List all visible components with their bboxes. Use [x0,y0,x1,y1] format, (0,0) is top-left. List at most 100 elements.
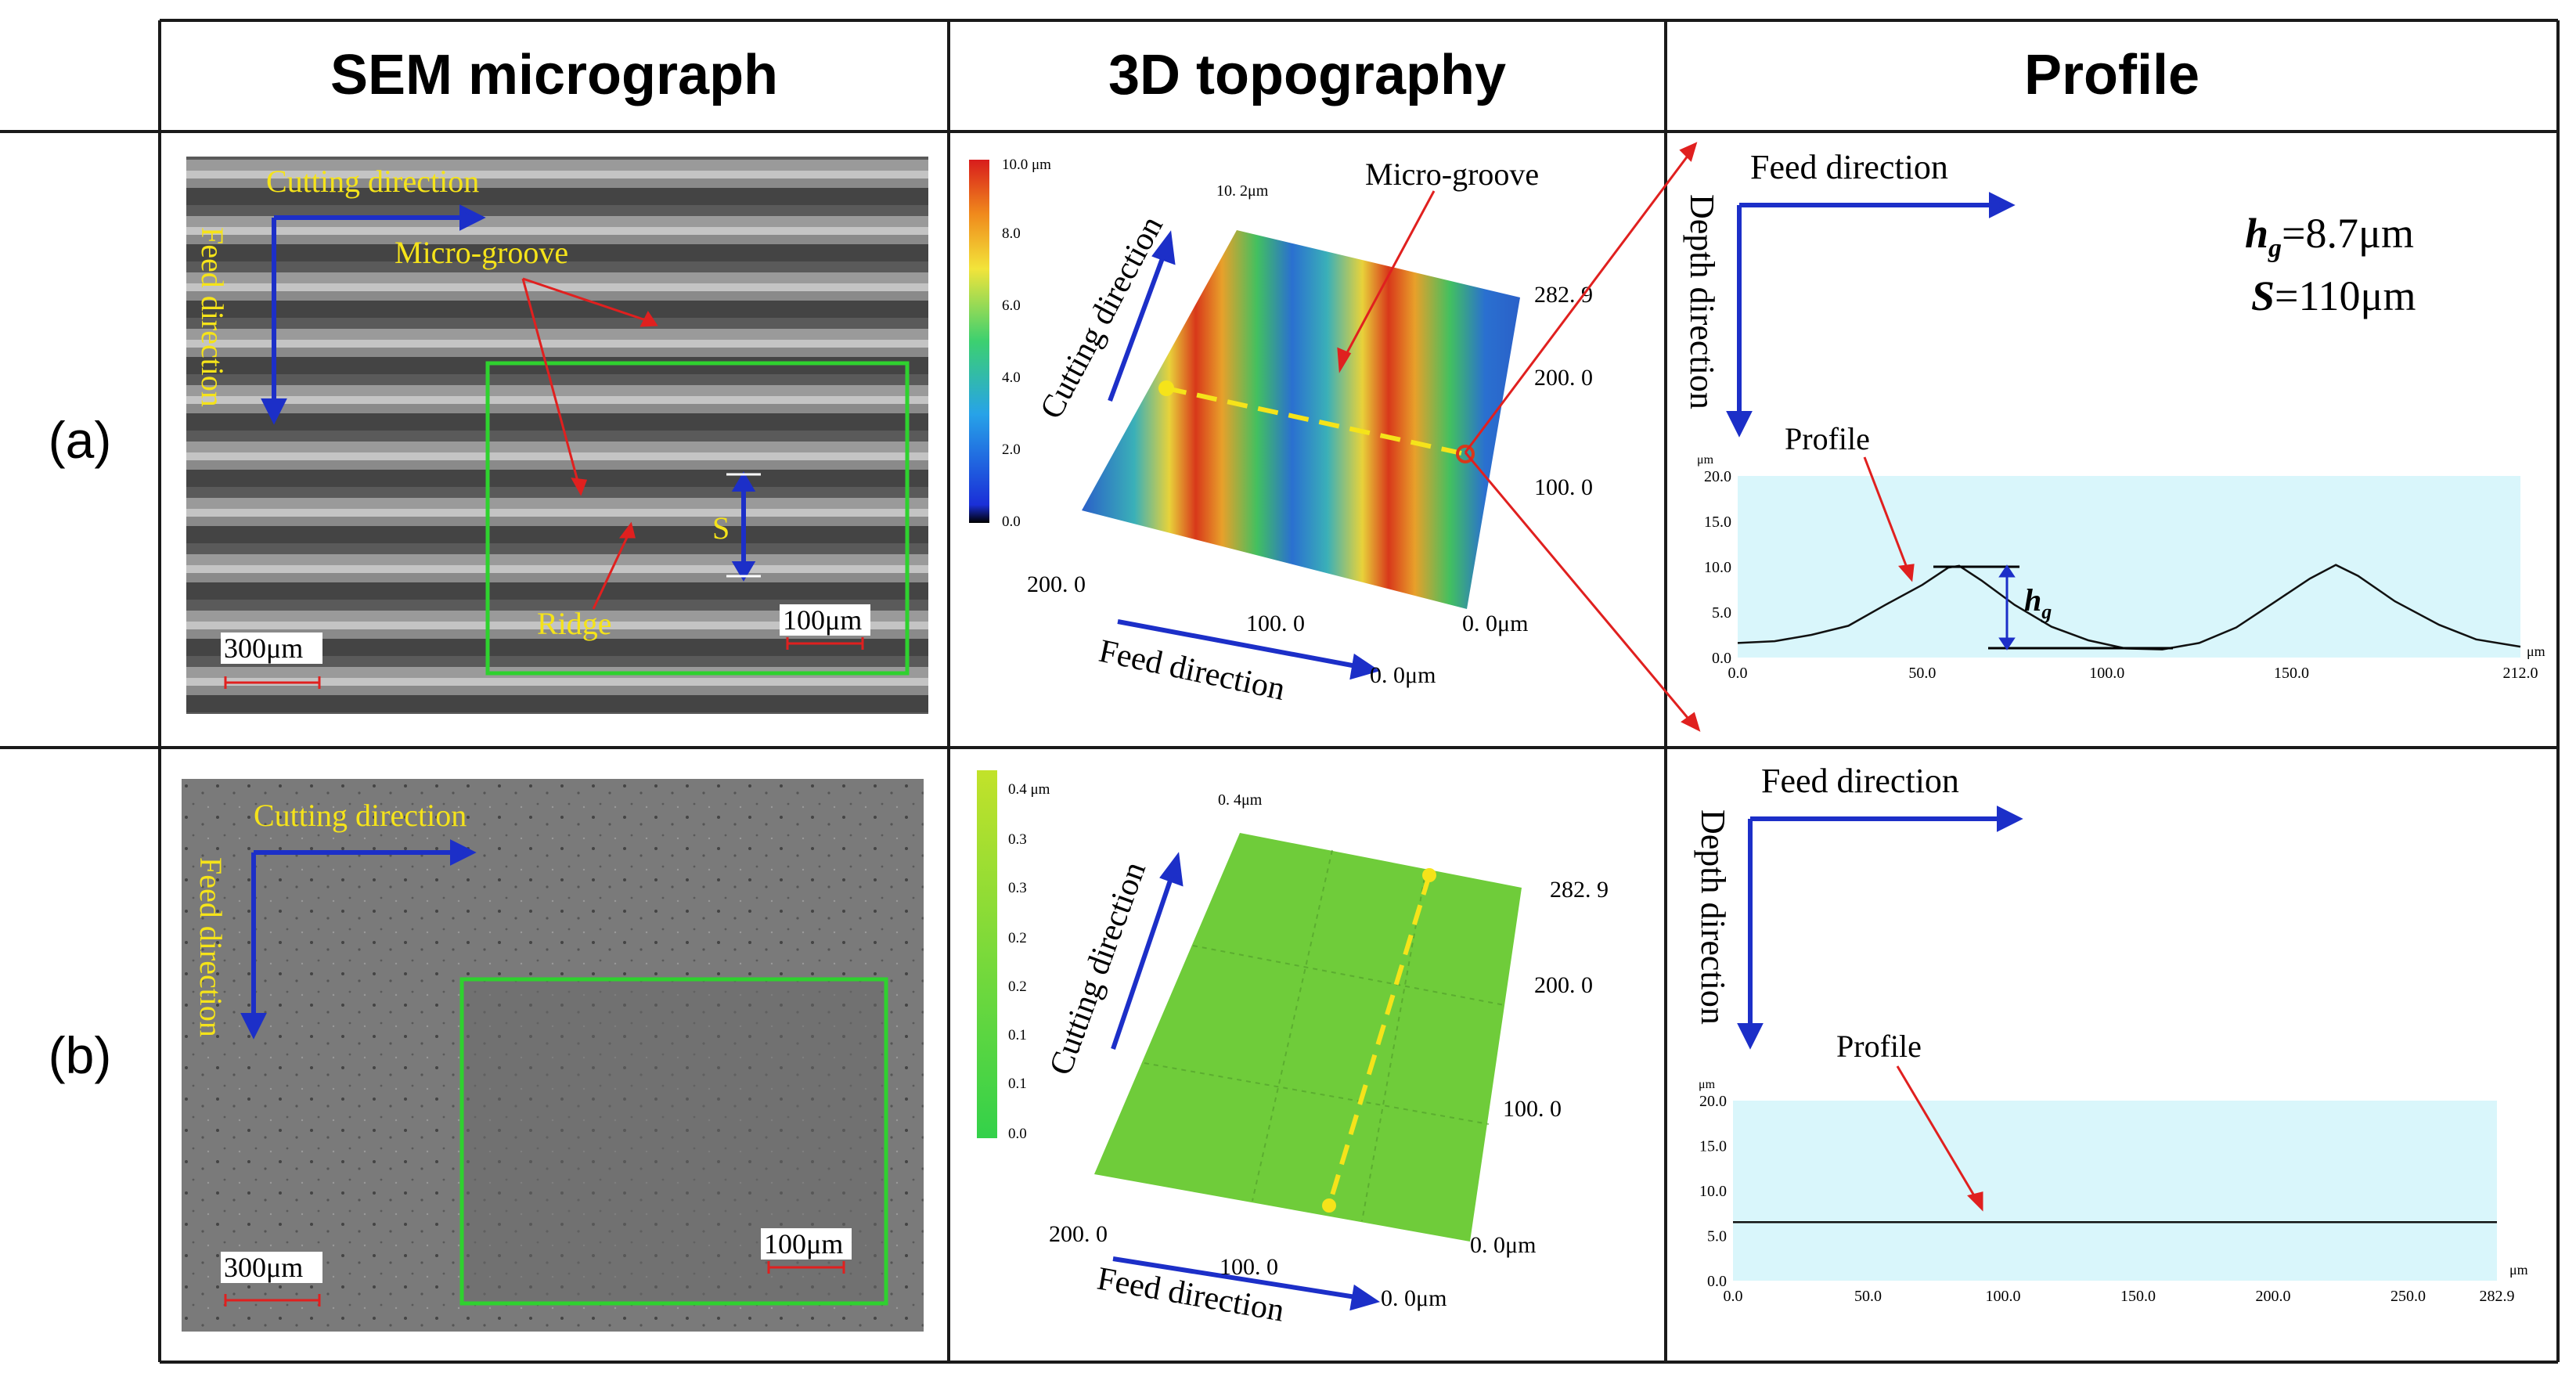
label-micro-groove-sem-a: Micro-groove [395,235,568,270]
y-unit-b: μm [1699,1078,1716,1091]
colorbar-tick: 0.1 [1008,1027,1027,1043]
topo-y-tick: 0. 0μm [1462,611,1528,636]
profile-curve-a [1737,564,2521,651]
scale-100um-a: 100μm [783,604,862,636]
header-profile: Profile [2023,44,2200,106]
row-label-b: (b) [48,1025,112,1084]
label-cutting-direction-b: Cutting direction [254,798,467,833]
topo-top-label-a: 10. 2μm [1216,182,1269,200]
topo-x-tick: 100. 0 [1220,1254,1278,1280]
label-profile-b: Profile [1836,1029,1922,1064]
profile-panel-a: Feed direction Depth direction hg=8.7μm … [1683,148,2545,682]
colorbar-tick: 10.0 μm [1002,157,1051,173]
x-tick-label: 50.0 [1854,1288,1882,1305]
label-depth-direction-b: Depth direction [1694,809,1732,1025]
scale-300um-a: 300μm [224,633,303,664]
topo-y-tick: 200. 0 [1534,972,1593,998]
topo-x-tick: 0. 0μm [1370,662,1436,688]
topo-y-tick: 100. 0 [1503,1096,1562,1122]
y-tick-label: 10.0 [1704,559,1731,576]
label-feed-direction-profile-b: Feed direction [1761,762,1959,800]
colorbar-tick: 6.0 [1002,297,1021,314]
y-tick-label: 5.0 [1707,1228,1727,1245]
y-tick-label: 15.0 [1699,1138,1727,1155]
row-label-a: (a) [48,410,112,469]
sem-image-a: Cutting direction Feed direction Micro-g… [186,157,928,714]
colorbar-tick: 0.2 [1008,979,1027,995]
x-tick-label: 0.0 [1728,665,1748,682]
y-tick-label: 15.0 [1704,514,1731,531]
scale-300um-b: 300μm [224,1252,303,1283]
x-tick-label: 250.0 [2390,1288,2426,1305]
topo-y-tick: 200. 0 [1534,365,1593,391]
header-sem: SEM micrograph [330,44,779,106]
label-profile-a: Profile [1785,421,1870,456]
topo-x-tick: 200. 0 [1027,571,1086,597]
topo-x-tick: 200. 0 [1049,1221,1108,1247]
label-spacing-s-a: S [712,510,730,546]
surface-b [1094,833,1522,1242]
topo-x-tick: 0. 0μm [1381,1285,1447,1311]
parameters-a: hg=8.7μm S=110μm [2245,210,2416,319]
x-tick-label: 282.9 [2480,1288,2515,1305]
profile-line-b [1327,874,1432,1206]
y-tick-label: 5.0 [1712,604,1731,622]
x-tick-label: 50.0 [1908,665,1936,682]
x-tick-label: 212.0 [2503,665,2538,682]
colorbar-tick: 0.3 [1008,831,1027,848]
label-ridge-a: Ridge [537,606,612,641]
svg-text:S=110μm: S=110μm [2251,272,2416,319]
x-tick-label: 100.0 [1985,1288,2020,1305]
sem-image-b: Cutting direction Feed direction 300μm 1… [182,779,924,1332]
x-unit-b: μm [2509,1262,2528,1278]
colorbar-tick: 0.0 [1002,514,1021,530]
x-tick-label: 150.0 [2120,1288,2156,1305]
plot-area-b [1733,1101,2497,1281]
topography-a: 10.0 μm 8.0 6.0 4.0 2.0 0.0 10. 2μm 282.… [969,157,1593,708]
label-feed-direction-topo-a: Feed direction [1096,633,1288,708]
colorbar-tick: 0.2 [1008,930,1027,946]
callout-arrows-a [1464,142,1701,732]
zoom-box [485,361,910,676]
colorbar-tick: 0.3 [1008,880,1027,896]
x-unit-a: μm [2527,643,2545,659]
colorbar-tick: 4.0 [1002,369,1021,386]
x-tick-label: 100.0 [2089,665,2124,682]
colorbar-tick: 0.1 [1008,1076,1027,1092]
topo-y-tick: 100. 0 [1534,474,1593,500]
svg-text:hg=8.7μm: hg=8.7μm [2245,210,2414,263]
colorbar-b [977,770,997,1138]
zoom-box [459,977,888,1306]
y-tick-label: 20.0 [1699,1093,1727,1110]
plot-area-a [1738,476,2520,658]
colorbar-tick: 0.0 [1008,1126,1027,1142]
profile-line-a [1166,386,1466,456]
label-depth-direction-a: Depth direction [1683,194,1721,409]
x-tick-label: 150.0 [2274,665,2309,682]
topo-y-tick: 282. 9 [1550,877,1609,903]
x-tick-label: 0.0 [1724,1288,1743,1305]
topo-top-label-b: 0. 4μm [1218,791,1263,809]
label-micro-groove-topo-a: Micro-groove [1365,157,1539,192]
hg-annotation-a: hg [2024,582,2052,623]
y-unit-a: μm [1697,453,1714,467]
label-feed-direction-a: Feed direction [195,227,230,407]
colorbar-tick: 8.0 [1002,225,1021,242]
colorbar-tick: 0.4 μm [1008,781,1050,798]
label-cutting-direction-topo-b: Cutting direction [1043,857,1153,1079]
header-topography: 3D topography [1108,44,1506,106]
s-value: =110μm [2275,272,2416,319]
topography-b: 0.4 μm 0.3 0.3 0.2 0.2 0.1 0.1 0.0 0. 4μ… [977,770,1609,1329]
y-tick-label: 0.0 [1707,1273,1727,1290]
topo-x-tick: 100. 0 [1246,611,1305,636]
label-feed-direction-profile-a: Feed direction [1750,148,1948,186]
x-tick-label: 200.0 [2255,1288,2290,1305]
y-tick-label: 0.0 [1712,650,1731,667]
topo-y-tick: 0. 0μm [1470,1232,1536,1258]
colorbar-tick: 2.0 [1002,442,1021,458]
hg-value: =8.7μm [2282,210,2414,257]
label-cutting-direction-a: Cutting direction [266,164,479,199]
profile-panel-b: Feed direction Depth direction Profile μ… [1694,762,2528,1305]
colorbar-a [969,160,989,523]
